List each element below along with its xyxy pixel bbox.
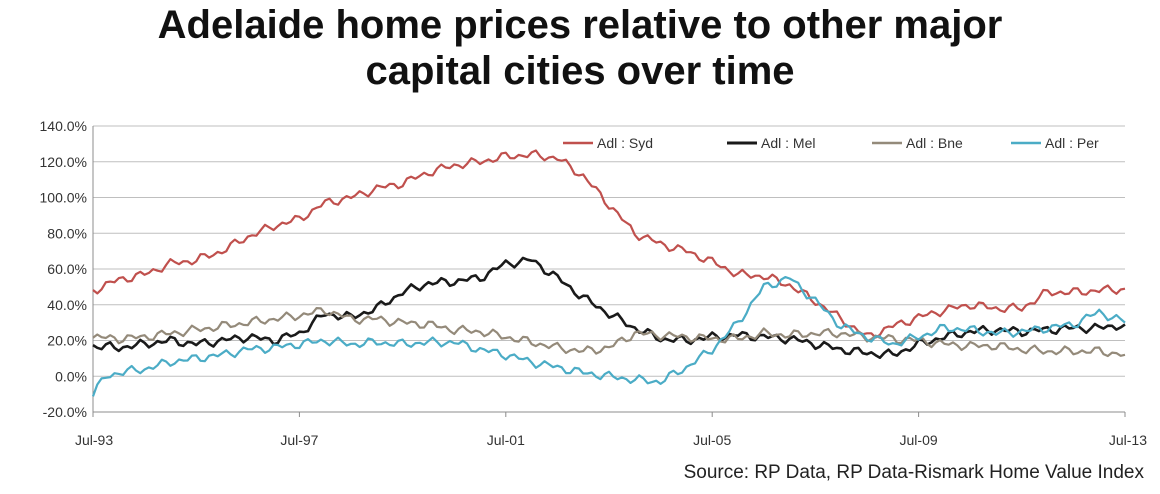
x-tick-label-3: Jul-05 bbox=[693, 432, 731, 448]
y-tick-label-2: 20.0% bbox=[47, 333, 87, 349]
x-tick-label-0: Jul-93 bbox=[75, 432, 113, 448]
series-line-adlper bbox=[91, 276, 1126, 397]
x-tick-label-1: Jul-97 bbox=[280, 432, 318, 448]
y-tick-label-3: 40.0% bbox=[47, 297, 87, 313]
y-tick-label-1: 0.0% bbox=[55, 368, 87, 384]
source-note: Source: RP Data, RP Data-Rismark Home Va… bbox=[683, 462, 1144, 483]
y-tick-label-6: 100.0% bbox=[40, 190, 87, 206]
legend-label-0: Adl : Syd bbox=[597, 135, 653, 151]
legend-label-3: Adl : Per bbox=[1045, 135, 1099, 151]
y-tick-label-5: 80.0% bbox=[47, 225, 87, 241]
x-tick-label-2: Jul-01 bbox=[487, 432, 525, 448]
chart-title: Adelaide home prices relative to other m… bbox=[0, 2, 1160, 94]
y-tick-label-7: 120.0% bbox=[40, 154, 87, 170]
legend-label-1: Adl : Mel bbox=[761, 135, 815, 151]
y-tick-label-0: -20.0% bbox=[43, 404, 87, 420]
y-tick-label-8: 140.0% bbox=[40, 118, 87, 134]
x-tick-label-5: Jul-13 bbox=[1109, 432, 1147, 448]
series-line-adlsyd bbox=[92, 149, 1126, 339]
legend-label-2: Adl : Bne bbox=[906, 135, 963, 151]
y-tick-label-4: 60.0% bbox=[47, 261, 87, 277]
x-tick-label-4: Jul-09 bbox=[900, 432, 938, 448]
chart-title-line-2: capital cities over time bbox=[365, 49, 795, 93]
series-line-adlbne bbox=[92, 307, 1126, 358]
chart-title-line-1: Adelaide home prices relative to other m… bbox=[157, 3, 1003, 47]
